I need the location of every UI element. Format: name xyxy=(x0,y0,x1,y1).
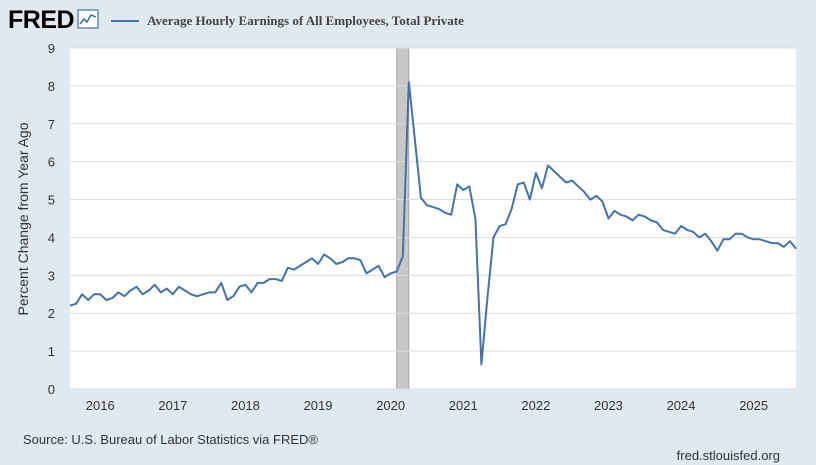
y-tick-label: 7 xyxy=(48,117,55,132)
chart-header: FRED Average Hourly Earnings of All Empl… xyxy=(8,6,464,34)
chart-title: Average Hourly Earnings of All Employees… xyxy=(147,13,464,28)
y-tick-label: 2 xyxy=(48,306,55,321)
y-tick-label: 0 xyxy=(48,382,55,397)
series-line[interactable] xyxy=(69,81,797,366)
x-tick-label: 2021 xyxy=(449,398,478,413)
x-tick-label: 2025 xyxy=(739,398,768,413)
x-tick-label: 2020 xyxy=(376,398,405,413)
y-tick-label: 4 xyxy=(48,230,55,245)
plot-area xyxy=(70,48,796,389)
y-tick-label: 6 xyxy=(48,155,55,170)
y-tick-label: 9 xyxy=(48,41,55,56)
line-chart-icon xyxy=(77,9,99,29)
y-tick-label: 5 xyxy=(48,193,55,208)
fred-url[interactable]: fred.stlouisfed.org xyxy=(676,448,780,463)
x-tick-label: 2017 xyxy=(158,398,187,413)
x-tick-label: 2023 xyxy=(594,398,623,413)
y-tick-label: 1 xyxy=(48,344,55,359)
x-tick-label: 2016 xyxy=(86,398,115,413)
x-tick-label: 2022 xyxy=(521,398,550,413)
x-tick-label: 2019 xyxy=(304,398,333,413)
y-tick-label: 3 xyxy=(48,268,55,283)
y-axis-label: Percent Change from Year Ago xyxy=(15,122,31,315)
fred-logo[interactable]: FRED xyxy=(8,6,75,34)
x-tick-label: 2024 xyxy=(667,398,696,413)
y-tick-label: 8 xyxy=(48,79,55,94)
source-note: Source: U.S. Bureau of Labor Statistics … xyxy=(23,432,318,447)
legend-line-swatch xyxy=(111,20,140,22)
x-tick-label: 2018 xyxy=(231,398,260,413)
recession-shading xyxy=(396,47,410,390)
